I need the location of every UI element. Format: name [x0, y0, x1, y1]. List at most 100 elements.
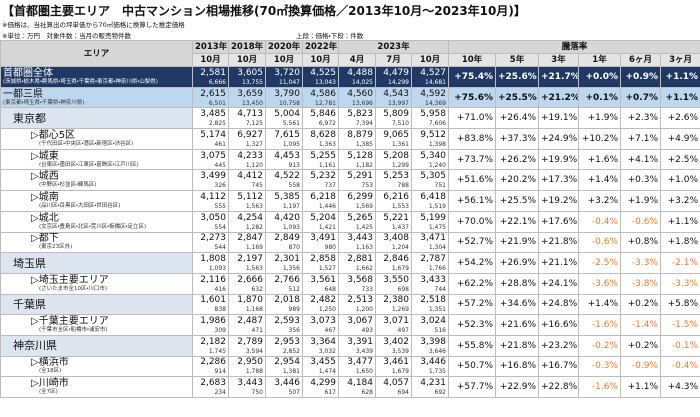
change-cell: +1.4% [578, 293, 621, 316]
price: 2,846 [383, 254, 409, 265]
header-cell: 10月 [411, 53, 449, 67]
value-cell: 2,789 3,594 [228, 334, 266, 357]
header-cell: 7月 [375, 53, 412, 67]
change-cell: +10.2% [578, 128, 621, 150]
change-cell: +17.3% [538, 169, 579, 192]
header-row: エリア 2013年 2018年 2020年 2022年 2023年 騰落率 [0, 40, 700, 67]
area-detail: (中野区・杉並区・練馬区) [39, 182, 97, 189]
price: 3,446 [420, 357, 446, 368]
count: 617 [324, 389, 336, 397]
count: 6,972 [318, 120, 336, 128]
count: 326 [214, 182, 226, 190]
value-cell: 2,581 6,666 [192, 66, 229, 88]
area-cell: 東京都 [0, 107, 193, 130]
change-cell: -0.1% [659, 334, 700, 357]
value-cell: 3,491 980 [302, 231, 339, 254]
change-cell: +54.2% [448, 252, 496, 274]
value-cell: 5,112 1,563 [228, 190, 266, 212]
value-cell: 2,849 870 [265, 231, 303, 254]
price: 5,958 [420, 109, 446, 120]
change-cell: +83.8% [448, 128, 496, 150]
area-name: 一都三県 [3, 88, 43, 100]
change-cell: +34.6% [495, 293, 539, 316]
change-cell: +21.8% [495, 334, 539, 357]
area-cell: ▷城南 (品川区・目黒区・大田区・世田谷区) [0, 190, 193, 212]
price: 3,402 [383, 336, 409, 347]
price: 2,789 [237, 336, 263, 347]
change-cell: +1.9% [620, 190, 661, 212]
value-cell: 2,197 1,563 [228, 252, 266, 274]
price: 4,299 [310, 378, 336, 389]
count: 737 [324, 182, 336, 190]
price: 4,560 [347, 88, 373, 99]
change-cell: +21.7% [538, 66, 579, 88]
count: 7,125 [245, 120, 263, 128]
value-cell: 5,199 1,475 [411, 210, 449, 233]
price: 2,380 [383, 295, 409, 306]
change-cell: +19.1% [538, 107, 579, 130]
value-cell: 3,050 554 [192, 210, 229, 233]
price: 2,615 [200, 88, 226, 99]
count: 467 [324, 327, 336, 335]
value-cell: 8,879 1,385 [338, 128, 376, 150]
value-cell: 3,071 497 [375, 314, 412, 336]
value-cell: 5,232 737 [302, 169, 339, 192]
change-cell: +24.1% [538, 272, 579, 295]
count: 10,758 [279, 99, 300, 107]
count: 788 [397, 182, 409, 190]
value-cell: 3,073 467 [302, 314, 339, 336]
area-name: ▷都下 [31, 233, 59, 245]
price: 4,231 [420, 378, 446, 389]
change-cell: +1.0% [659, 169, 700, 192]
header-cell: 2013年 [192, 40, 229, 54]
header-cell: 10月 [265, 53, 303, 67]
count: 1,304 [428, 244, 446, 252]
value-cell: 2,666 632 [228, 272, 266, 295]
price: 1,986 [200, 316, 226, 327]
change-cell: -1.4% [620, 314, 661, 336]
price: 5,340 [420, 150, 446, 161]
price: 4,527 [420, 67, 446, 78]
count: 1,200 [355, 306, 373, 314]
table-row: ▷城東 (台東区・墨田区・江東区・葛飾区・江戸川区) 3,075 445 4,233 1,… [0, 148, 700, 171]
count: 2,852 [282, 347, 300, 355]
value-cell: 4,560 13,696 [338, 86, 376, 109]
area-detail: (千代田区・中央区・港区・新宿区・渋谷区) [39, 140, 134, 147]
price: 3,491 [310, 233, 336, 244]
value-cell: 1,808 1,093 [192, 252, 229, 274]
change-cell: +20.2% [495, 169, 539, 192]
value-cell: 3,067 493 [338, 314, 376, 336]
price: 2,766 [274, 274, 300, 285]
price: 2,858 [310, 254, 336, 265]
change-cell: -1.6% [578, 376, 621, 398]
price: 9,512 [420, 129, 446, 140]
change-cell: +28.8% [495, 272, 539, 295]
count: 1,093 [208, 265, 226, 273]
change-cell: +1.9% [578, 107, 621, 130]
change-cell: -0.6% [620, 210, 661, 233]
value-cell: 4,299 617 [302, 376, 339, 398]
count: 628 [361, 389, 373, 397]
area-cell: 首都圏全体 (茨城県・栃木県・群馬県・埼玉県・千葉県・東京都・神奈川県・山梨県) [0, 66, 193, 88]
area-cell: ▷川崎市 (全7区) [0, 376, 193, 398]
table-row: ▷千葉主要エリア (千葉市全区・船橋市・浦安市) 1,986 309 2,487 471 2… [0, 314, 700, 336]
price: 2,954 [274, 357, 300, 368]
change-cell: -0.9% [620, 355, 661, 378]
area-detail: (全7区) [39, 389, 58, 396]
change-cell: +0.8% [620, 231, 661, 254]
change-cell: -0.2% [578, 334, 621, 357]
count: 1,351 [428, 306, 446, 314]
count: 1,563 [245, 265, 263, 273]
count: 3,646 [428, 347, 446, 355]
table-body: 首都圏全体 (茨城県・栃木県・群馬県・埼玉県・千葉県・東京都・神奈川県・山梨県) 2… [0, 66, 700, 398]
area-name: ▷都心5区 [31, 129, 76, 141]
price: 3,073 [310, 316, 336, 327]
area-detail: (茨城県・栃木県・群馬県・埼玉県・千葉県・東京都・神奈川県・山梨県) [3, 78, 158, 85]
change-cell: +52.3% [448, 314, 496, 336]
change-cell: +21.8% [538, 231, 579, 254]
value-cell: 5,340 1,240 [411, 148, 449, 171]
price: 5,255 [310, 150, 336, 161]
unit-note: ※単位：万円 対象件数：当月の販売物件数 [2, 32, 131, 40]
change-cell: +2.6% [659, 107, 700, 130]
value-cell: 5,809 7,510 [375, 107, 412, 130]
